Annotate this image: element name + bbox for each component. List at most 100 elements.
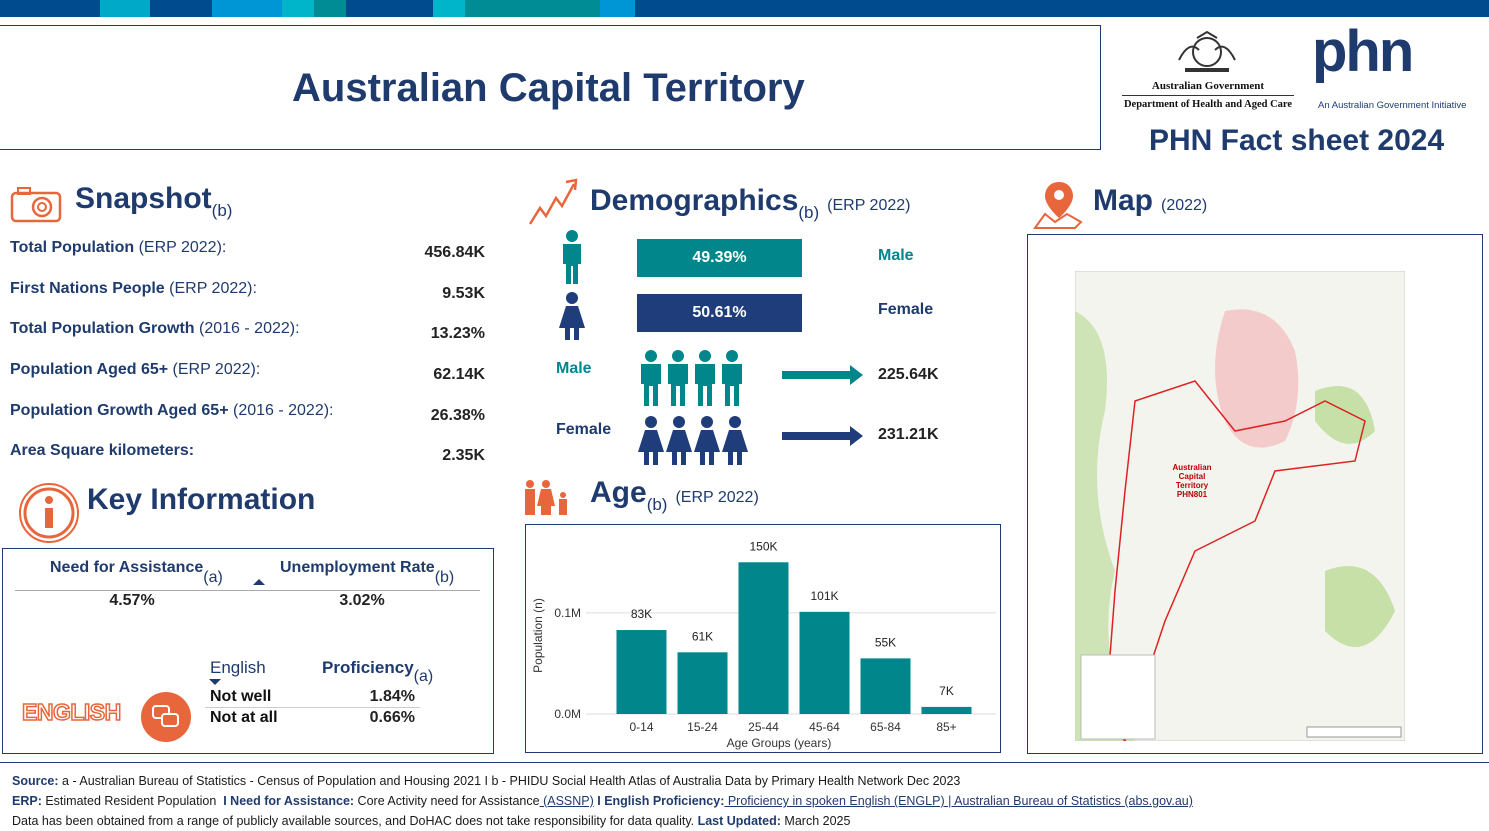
footer: Source: a - Australian Bureau of Statist… — [12, 771, 1193, 831]
col-header: English — [210, 658, 266, 677]
phn-sub: An Australian Government Initiative — [1318, 100, 1467, 111]
row-label-text: Total Population Growth — [10, 320, 195, 337]
x-tick-label: 25-44 — [748, 720, 779, 734]
row-label: Total Population Growth (2016 - 2022): — [10, 320, 300, 338]
icon-shape — [1054, 190, 1064, 200]
camera-icon — [10, 187, 62, 223]
stripe — [600, 0, 635, 17]
gender-icons — [559, 230, 585, 340]
female-group — [638, 416, 748, 465]
eng-label: Not well — [210, 688, 272, 705]
scale-bar — [1306, 726, 1402, 738]
female-icon — [559, 306, 585, 340]
crest-icon — [1178, 30, 1236, 72]
x-tick-label: 15-24 — [687, 720, 718, 734]
title-text: Age — [590, 476, 647, 509]
arrow — [782, 426, 863, 446]
footer-line: Data has been obtained from a range of p… — [12, 811, 1193, 831]
metric-sup: (b) — [434, 569, 455, 586]
x-tick-label: 45-64 — [809, 720, 840, 734]
info-icon — [19, 483, 79, 543]
count-value: 231.21K — [878, 426, 939, 443]
metric-text: Unemployment Rate — [280, 559, 435, 576]
count-label: Male — [556, 360, 592, 377]
row-label: Area Square kilometers: — [10, 442, 194, 460]
metric-value: 4.57% — [109, 592, 155, 609]
male-icon — [726, 350, 738, 362]
sort-arrow — [209, 679, 221, 685]
icon-shape — [19, 483, 79, 543]
male-icon — [645, 350, 657, 362]
key-info-box — [2, 548, 494, 754]
population-icons — [638, 350, 863, 465]
footer-bold: Source: — [12, 774, 59, 788]
metric-value: 3.02% — [339, 592, 385, 609]
bar — [616, 630, 667, 714]
title-box — [0, 25, 1101, 150]
crest-shape — [1185, 68, 1229, 72]
stripe — [0, 0, 1489, 17]
col-header: Proficiency(a) — [322, 658, 433, 686]
data-label: 55K — [875, 635, 896, 649]
top-stripe — [0, 0, 1489, 17]
trend-icon — [528, 178, 578, 225]
share-label: Male — [878, 247, 914, 264]
map-legend — [1080, 654, 1156, 740]
bar — [677, 652, 728, 714]
eng-value: 0.66% — [369, 709, 415, 726]
male-icon — [695, 364, 715, 406]
x-tick-label: 0-14 — [629, 720, 653, 734]
title-text: Snapshot — [75, 182, 212, 215]
icon-shape — [23, 487, 75, 539]
data-label: 101K — [810, 589, 838, 603]
row-note: (2016 - 2022): — [199, 320, 300, 337]
section-title: Key Information — [87, 483, 316, 516]
row-value: 26.38% — [430, 407, 485, 424]
arrow — [782, 365, 863, 385]
footer-line: ERP: Estimated Resident Population I Nee… — [12, 791, 1193, 811]
footer-bold: I English Proficiency: — [593, 794, 725, 808]
icon-shape — [31, 196, 53, 218]
title-text: Demographics — [590, 184, 799, 217]
urban — [1215, 309, 1299, 448]
crest-shape — [1178, 30, 1236, 61]
female-icon — [701, 416, 713, 428]
footer-bold: ERP: — [12, 794, 42, 808]
page-title: Australian Capital Territory — [292, 66, 805, 110]
bar — [921, 706, 972, 714]
title-note: (ERP 2022) — [827, 197, 911, 214]
stripe — [100, 0, 150, 17]
footer-line: Source: a - Australian Bureau of Statist… — [12, 771, 1193, 791]
arrow-shape — [253, 579, 265, 585]
crest-shape — [1192, 37, 1222, 67]
eng-value: 1.84% — [369, 688, 415, 705]
footer-plain: Data has been obtained from a range of p… — [12, 814, 698, 828]
y-axis-label: Population (n) — [531, 598, 545, 673]
icon-shape — [45, 508, 53, 528]
stripe — [433, 0, 465, 17]
data-label: 150K — [749, 539, 777, 553]
map-image — [1075, 271, 1405, 741]
row-note: (ERP 2022): — [169, 280, 257, 297]
icon-shape — [537, 489, 555, 515]
row-value: 2.35K — [442, 447, 485, 464]
female-icon — [645, 416, 657, 428]
region-line: Capital — [1178, 472, 1206, 481]
gov-name: Australian Government — [1151, 80, 1265, 92]
stripe — [465, 0, 600, 17]
row-label: Population Aged 65+ (ERP 2022): — [10, 361, 260, 379]
bar — [860, 658, 911, 714]
dept-name: Department of Health and Aged Care — [1123, 99, 1293, 110]
col-text: Proficiency — [322, 658, 414, 677]
phn-logo: phn — [1312, 19, 1414, 84]
row-note: (ERP 2022): — [138, 239, 227, 256]
map-box — [1027, 234, 1483, 754]
title-sup: (b) — [646, 495, 668, 514]
x-axis-label: Age Groups (years) — [727, 736, 832, 750]
row-label-text: Population Aged 65+ — [10, 361, 169, 378]
female-icon — [638, 430, 664, 465]
family-icon — [525, 480, 567, 515]
male-group — [641, 350, 742, 406]
footer-bold: Last Updated: — [697, 814, 781, 828]
section-title: Age(b) (ERP 2022) — [590, 476, 759, 515]
